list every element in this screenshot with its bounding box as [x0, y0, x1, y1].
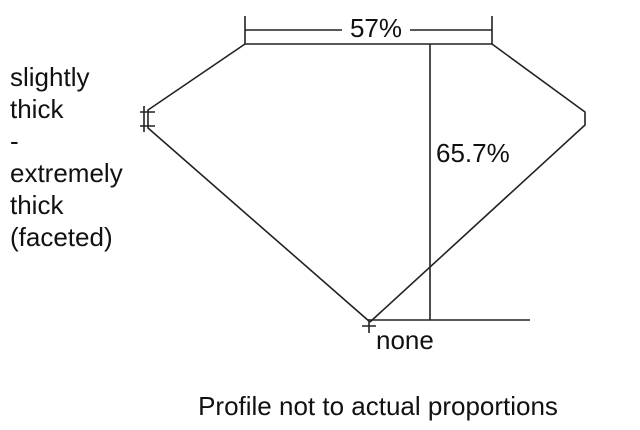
girdle-label: -: [10, 126, 19, 156]
footnote: Profile not to actual proportions: [198, 391, 558, 421]
girdle-marker: [140, 106, 155, 132]
gem-profile: [140, 16, 586, 333]
girdle-label: thick: [10, 190, 64, 220]
girdle-label: (faceted): [10, 222, 113, 252]
girdle-label: slightly: [10, 62, 89, 92]
culet-marker: [362, 319, 376, 333]
culet-label: none: [376, 325, 434, 355]
right-outline: [369, 43, 586, 323]
girdle-label: extremely: [10, 158, 123, 188]
table-label: 57%: [350, 13, 402, 43]
left-outline: [147, 43, 371, 323]
girdle-label: thick: [10, 94, 64, 124]
depth-label: 65.7%: [436, 138, 510, 168]
